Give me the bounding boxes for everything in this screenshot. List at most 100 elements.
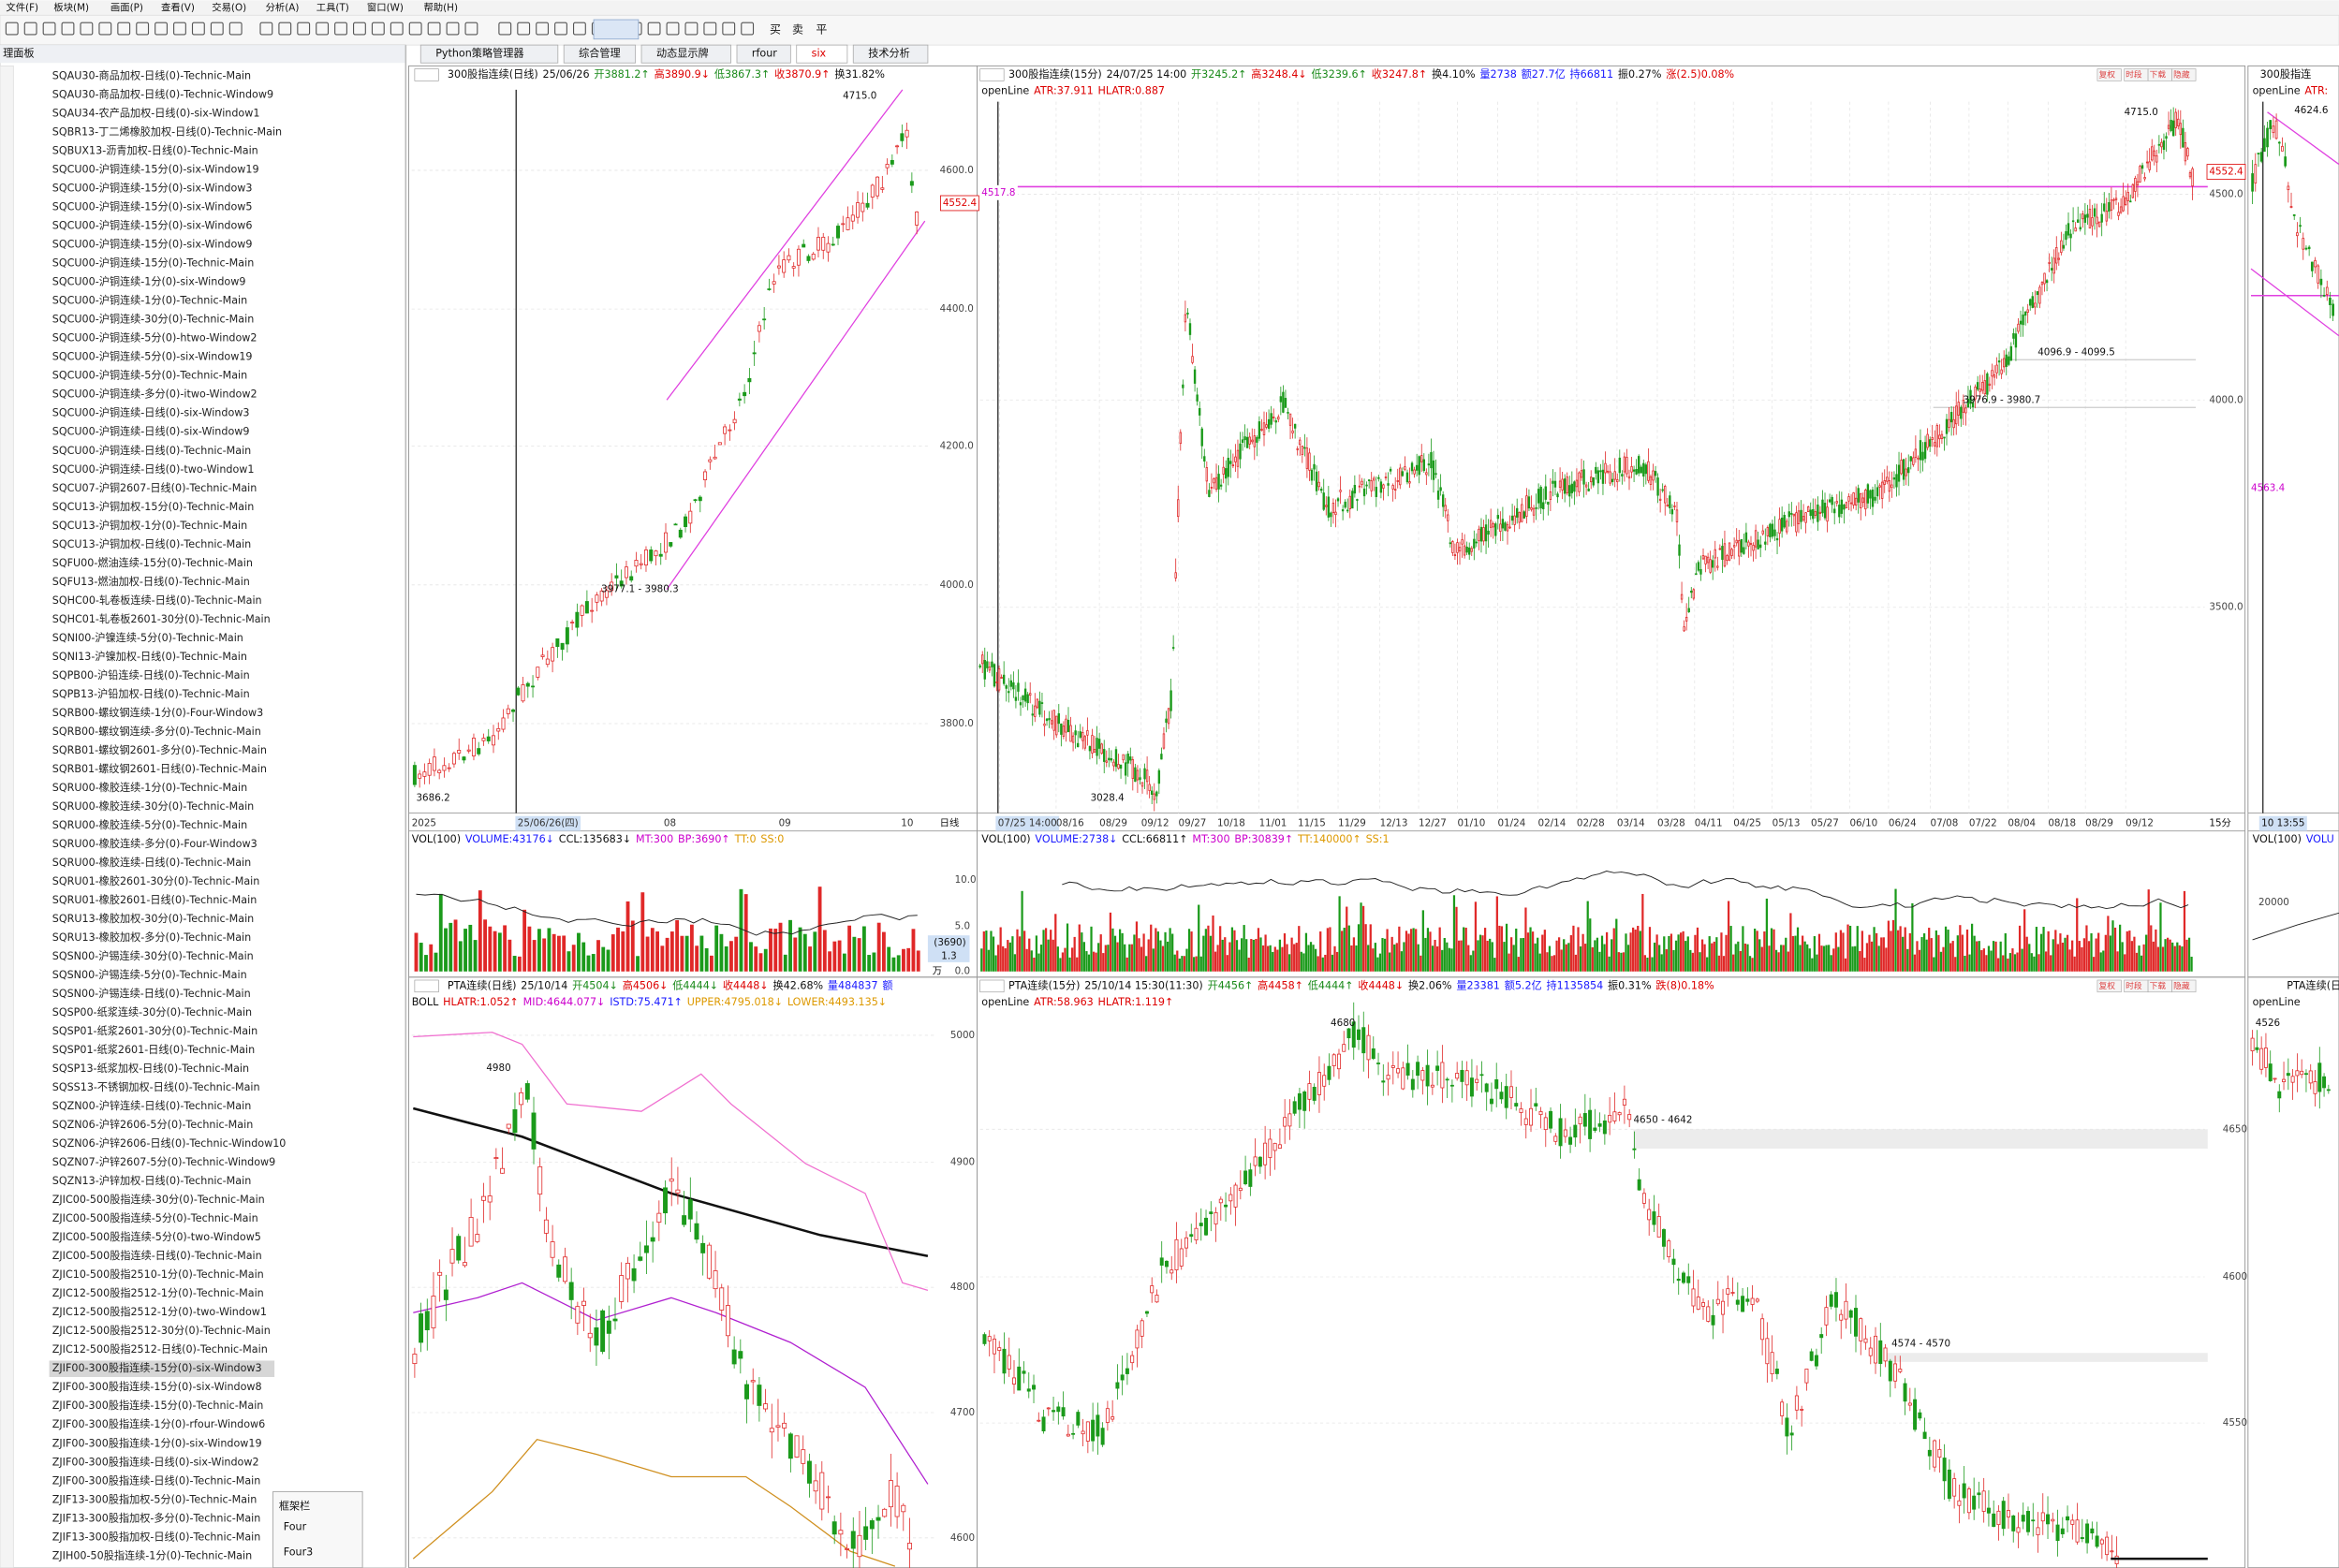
list-item[interactable]: SQZN06-沪锌2606-5分(0)-Technic-Main <box>52 1118 254 1131</box>
list-item[interactable]: ZJIF13-300股指加权-5分(0)-Technic-Main <box>52 1492 257 1505</box>
toolbar-icon[interactable] <box>498 22 512 36</box>
list-item[interactable]: SQCU07-沪铜2607-日线(0)-Technic-Main <box>52 481 257 494</box>
toolbar-icon[interactable] <box>334 22 347 36</box>
list-item[interactable]: SQSP13-纸浆加权-日线(0)-Technic-Main <box>52 1062 249 1075</box>
list-item[interactable]: ZJIF13-300股指加权-多分(0)-Technic-Main <box>52 1511 261 1524</box>
list-item[interactable]: ZJIC00-500股指连续-日线(0)-Technic-Main <box>52 1249 262 1262</box>
toolbar-icon[interactable] <box>741 22 755 36</box>
list-item[interactable]: SQCU00-沪铜连续-日线(0)-Technic-Main <box>52 444 251 457</box>
toolbar-icon[interactable] <box>61 22 75 36</box>
toolbar-icon[interactable] <box>536 22 550 36</box>
menu-item[interactable]: 画面(P) <box>110 2 143 13</box>
tab[interactable] <box>852 44 929 64</box>
list-item[interactable]: ZJIC00-500股指连续-5分(0)-two-Window5 <box>52 1230 261 1243</box>
list-item[interactable]: SQCU00-沪铜连续-15分(0)-six-Window3 <box>52 182 253 195</box>
list-item[interactable]: ZJIC12-500股指2512-日线(0)-Technic-Main <box>52 1342 268 1356</box>
trade-button[interactable]: 平 <box>816 23 827 37</box>
list-item[interactable]: SQAU30-商品加权-日线(0)-Technic-Window9 <box>52 88 273 101</box>
list-item[interactable]: SQCU00-沪铜连续-日线(0)-six-Window9 <box>52 425 250 438</box>
list-item[interactable]: SQBUX13-沥青加权-日线(0)-Technic-Main <box>52 144 258 157</box>
list-item[interactable]: SQCU00-沪铜连续-15分(0)-Technic-Main <box>52 256 255 270</box>
list-item[interactable]: ZJIC00-500股指连续-5分(0)-Technic-Main <box>52 1211 258 1224</box>
toolbar-icon[interactable] <box>390 22 404 36</box>
list-item[interactable]: SQRB00-螺纹钢连续-1分(0)-Four-Window3 <box>52 706 264 719</box>
list-item[interactable]: SQSN00-沪锡连续-5分(0)-Technic-Main <box>52 968 247 981</box>
toolbar-icon[interactable] <box>210 22 224 36</box>
toolbar-icon[interactable] <box>278 22 292 36</box>
list-item[interactable]: ZJIF00-300股指连续-15分(0)-six-Window3 <box>52 1361 262 1374</box>
toolbar-icon[interactable] <box>228 22 243 36</box>
tab[interactable] <box>736 44 791 64</box>
list-item[interactable]: ZJIF13-300股指加权-日线(0)-Technic-Main <box>52 1530 261 1543</box>
list-item[interactable]: SQCU00-沪铜连续-多分(0)-itwo-Window2 <box>52 388 257 401</box>
list-item[interactable]: SQFU00-燃油连续-15分(0)-Technic-Main <box>52 556 253 569</box>
list-item[interactable]: SQCU00-沪铜连续-15分(0)-six-Window19 <box>52 163 259 176</box>
menu-item[interactable]: 帮助(H) <box>423 1 458 13</box>
list-item[interactable]: SQHC00-轧卷板连续-日线(0)-Technic-Main <box>52 593 262 607</box>
toolbar-icon[interactable] <box>371 22 385 36</box>
list-item[interactable]: SQCU00-沪铜连续-日线(0)-six-Window3 <box>52 406 250 419</box>
button-label[interactable]: 时段 <box>2126 980 2142 991</box>
list-item[interactable]: SQCU00-沪铜连续-15分(0)-six-Window5 <box>52 200 253 213</box>
menu-item[interactable]: 窗口(W) <box>367 1 404 13</box>
list-item[interactable]: SQCU00-沪铜连续-日线(0)-two-Window1 <box>52 462 255 476</box>
list-item[interactable]: SQSN00-沪锡连续-日线(0)-Technic-Main <box>52 987 251 1000</box>
menu-item[interactable]: 查看(V) <box>161 1 195 13</box>
list-item[interactable]: SQZN06-沪锌2606-日线(0)-Technic-Window10 <box>52 1136 287 1150</box>
list-item[interactable]: SQAU30-商品加权-日线(0)-Technic-Main <box>52 69 251 82</box>
button-label[interactable]: 时段 <box>2126 68 2142 80</box>
toolbar-icon[interactable] <box>554 22 567 36</box>
list-item[interactable]: SQAU34-农产品加权-日线(0)-six-Window1 <box>52 107 260 120</box>
menu-item[interactable]: 分析(A) <box>266 1 300 13</box>
tab[interactable] <box>796 44 848 64</box>
list-item[interactable]: SQRU13-橡胶加权-多分(0)-Technic-Main <box>52 931 251 944</box>
trade-button[interactable]: 买 <box>770 23 781 37</box>
list-item[interactable]: SQBR13-丁二烯橡胶加权-日线(0)-Technic-Main <box>52 125 282 139</box>
toolbar-icon[interactable] <box>316 22 330 36</box>
list-item[interactable]: ZJIF00-300股指连续-日线(0)-Technic-Main <box>52 1473 261 1487</box>
tab-label[interactable]: 技术分析 <box>868 47 910 60</box>
trade-button[interactable]: 卖 <box>792 23 803 37</box>
button-label[interactable]: 隐藏 <box>2173 68 2190 80</box>
tab[interactable] <box>640 44 732 64</box>
tab[interactable] <box>419 44 559 64</box>
toolbar-icon[interactable] <box>446 22 460 36</box>
toolbar-icon[interactable] <box>517 22 531 36</box>
list-item[interactable]: SQCU00-沪铜连续-5分(0)-htwo-Window2 <box>52 331 257 344</box>
list-item[interactable]: SQNI00-沪镍连续-5分(0)-Technic-Main <box>52 631 243 644</box>
list-item[interactable]: ZJIC12-500股指2512-1分(0)-two-Window1 <box>52 1305 267 1318</box>
list-item[interactable]: ZJIF00-300股指连续-15分(0)-six-Window8 <box>52 1380 262 1393</box>
list-item[interactable]: ZJIF00-300股指连续-15分(0)-Technic-Main <box>52 1399 264 1412</box>
toolbar-icon[interactable] <box>572 22 586 36</box>
list-item[interactable]: SQCU00-沪铜连续-5分(0)-Technic-Main <box>52 369 247 382</box>
list-item[interactable]: SQPB13-沪铅加权-日线(0)-Technic-Main <box>52 687 250 700</box>
list-item[interactable]: SQRB00-螺纹钢连续-多分(0)-Technic-Main <box>52 725 261 738</box>
list-item[interactable]: SQSP01-纸浆2601-30分(0)-Technic-Main <box>52 1024 257 1037</box>
toolbar-icon[interactable] <box>5 22 19 36</box>
toolbar-icon[interactable] <box>647 22 661 36</box>
menu-item[interactable]: 交易(O) <box>212 1 246 13</box>
toolbar-icon[interactable] <box>42 22 56 36</box>
list-item[interactable]: SQSN00-沪锡连续-30分(0)-Technic-Main <box>52 949 254 962</box>
list-item[interactable]: SQRU13-橡胶加权-30分(0)-Technic-Main <box>52 912 254 925</box>
list-item[interactable]: ZJIF00-300股指连续-1分(0)-six-Window19 <box>52 1436 262 1449</box>
list-item[interactable]: SQCU00-沪铜连续-5分(0)-six-Window19 <box>52 350 253 363</box>
toolbar-icon[interactable] <box>297 22 311 36</box>
list-item[interactable]: ZJIC00-500股指连续-30分(0)-Technic-Main <box>52 1193 265 1206</box>
frame-bar-item[interactable]: Four3 <box>284 1546 314 1559</box>
list-item[interactable]: ZJIC10-500股指2510-1分(0)-Technic-Main <box>52 1268 264 1281</box>
tab-label[interactable]: 综合管理 <box>579 47 621 60</box>
list-item[interactable]: SQCU13-沪铜加权-日线(0)-Technic-Main <box>52 537 251 550</box>
toolbar-icon[interactable] <box>464 22 478 36</box>
list-item[interactable]: ZJIF00-300股指连续-1分(0)-rfour-Window6 <box>52 1417 266 1430</box>
list-item[interactable]: SQPB00-沪铅连续-日线(0)-Technic-Main <box>52 668 250 681</box>
list-item[interactable]: SQRU00-橡胶连续-1分(0)-Technic-Main <box>52 781 247 794</box>
toolbar-icon[interactable] <box>408 22 422 36</box>
tab-label[interactable]: Python策略管理器 <box>435 47 523 60</box>
toolbar-icon[interactable] <box>154 22 168 36</box>
list-item[interactable]: SQRU01-橡胶2601-日线(0)-Technic-Main <box>52 893 257 906</box>
button-label[interactable]: 下载 <box>2150 980 2167 991</box>
list-item[interactable]: SQCU13-沪铜加权-15分(0)-Technic-Main <box>52 500 255 513</box>
list-item[interactable]: SQCU00-沪铜连续-15分(0)-six-Window9 <box>52 238 253 251</box>
list-item[interactable]: SQSP00-纸浆连续-30分(0)-Technic-Main <box>52 1005 252 1018</box>
